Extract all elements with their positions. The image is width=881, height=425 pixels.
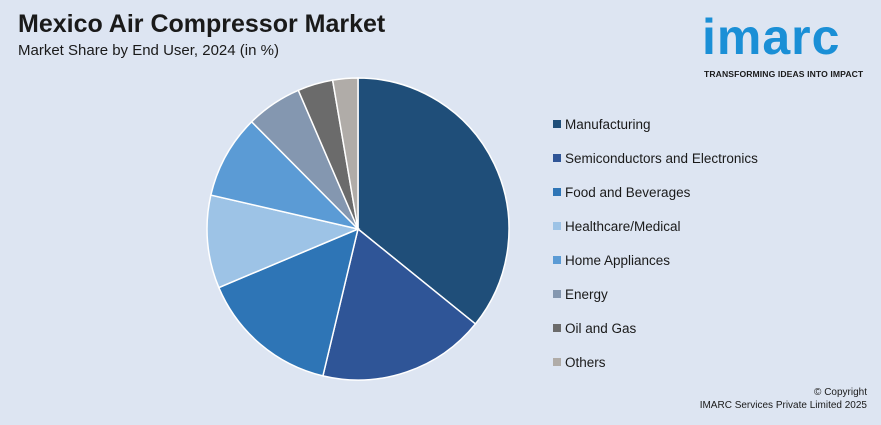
copyright: © Copyright IMARC Services Private Limit… xyxy=(700,386,867,412)
legend-swatch xyxy=(553,256,561,264)
pie-slice-others xyxy=(331,77,359,230)
pie-slice-semiconductors-and-electronics xyxy=(322,227,477,381)
legend-swatch xyxy=(553,188,561,196)
legend-label: Manufacturing xyxy=(565,116,651,132)
legend-swatch xyxy=(553,222,561,230)
pie-slice-manufacturing xyxy=(357,77,510,325)
legend-item: Home Appliances xyxy=(553,243,758,277)
legend-item: Energy xyxy=(553,277,758,311)
legend-label: Food and Beverages xyxy=(565,184,691,200)
legend-swatch xyxy=(553,154,561,162)
legend-label: Oil and Gas xyxy=(565,320,637,336)
pie-chart xyxy=(206,77,510,381)
pie-slice-healthcare-medical xyxy=(206,194,361,289)
logo-wordmark: imarc xyxy=(702,9,841,65)
pie-slice-home-appliances xyxy=(209,120,361,231)
legend-label: Home Appliances xyxy=(565,252,671,268)
imarc-logo: imarc TRANSFORMING IDEAS INTO IMPACT xyxy=(700,8,872,82)
legend-item: Oil and Gas xyxy=(553,311,758,345)
pie-slice-food-and-beverages xyxy=(217,227,360,377)
legend-swatch xyxy=(553,358,561,366)
legend-label: Healthcare/Medical xyxy=(565,218,681,234)
legend-item: Healthcare/Medical xyxy=(553,209,758,243)
logo-tagline: TRANSFORMING IDEAS INTO IMPACT xyxy=(704,69,864,79)
chart-legend: Manufacturing Semiconductors and Electron… xyxy=(553,107,758,379)
legend-item: Manufacturing xyxy=(553,107,758,141)
copyright-line-2: IMARC Services Private Limited 2025 xyxy=(699,400,867,411)
legend-item: Others xyxy=(553,345,758,379)
legend-label: Energy xyxy=(565,286,608,302)
legend-label: Semiconductors and Electronics xyxy=(565,150,758,166)
copyright-line-1: © Copyright xyxy=(814,387,867,398)
chart-title: Mexico Air Compressor Market xyxy=(18,10,386,38)
legend-item: Semiconductors and Electronics xyxy=(553,141,758,175)
legend-label: Others xyxy=(565,354,606,370)
chart-subtitle: Market Share by End User, 2024 (in %) xyxy=(18,42,279,59)
legend-swatch xyxy=(553,290,561,298)
legend-item: Food and Beverages xyxy=(553,175,758,209)
legend-swatch xyxy=(553,324,561,332)
legend-swatch xyxy=(553,120,561,128)
